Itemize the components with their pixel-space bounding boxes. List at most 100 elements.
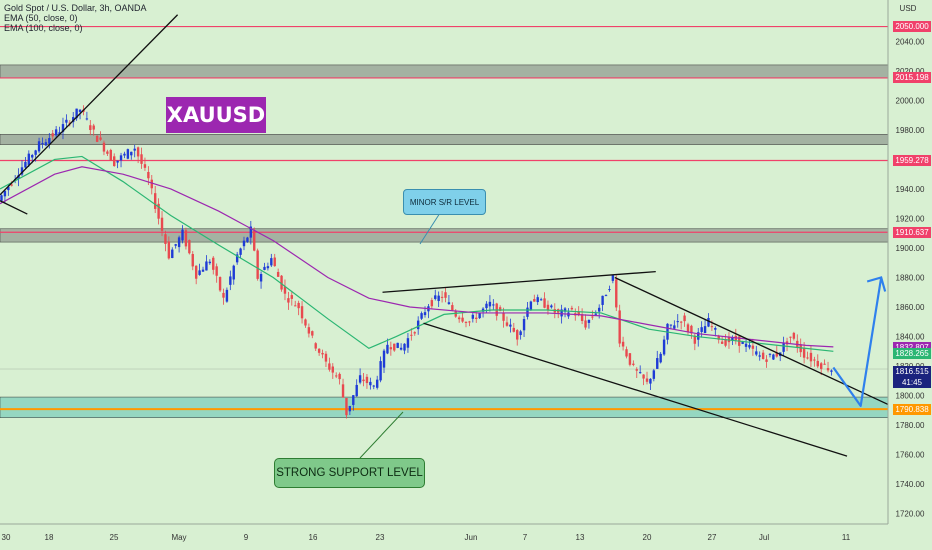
y-tick-label: 1860.00 [896,303,925,312]
candle-body [823,363,826,365]
candle-body [369,381,372,386]
candle-body [174,244,177,246]
candle-body [475,317,478,320]
candle-body [720,341,724,344]
y-tick-label: 1760.00 [896,451,925,460]
candle-body [611,275,615,281]
x-tick-label: 20 [643,533,652,542]
zone-support [0,396,889,418]
candle-body [345,397,348,416]
y-tick-label: 2020.00 [896,67,925,76]
strong-support-callout: STRONG SUPPORT LEVEL [274,458,425,488]
candle-body [307,327,311,334]
candle-body [140,154,143,164]
indicator-price-tag: 1828.265 [893,348,931,360]
candle-body [123,153,126,156]
x-tick-label: May [171,533,186,542]
candle-body [731,337,734,341]
candle-body [294,305,297,307]
candle-body [632,363,635,365]
candle-body [768,353,772,355]
candle-body [48,138,51,144]
bar-countdown-tag: 41:45 [893,376,931,388]
candle-body [78,109,82,112]
candle-body [809,352,813,362]
candle-body [130,151,133,156]
candle-body [741,341,744,344]
candle-body [61,124,65,132]
candle-body [198,270,201,275]
candle-body [7,186,10,191]
candle-body [109,149,112,161]
candle-body [338,373,341,380]
zone-gray [0,64,889,79]
candle-body [27,153,31,166]
candle-body [10,184,13,186]
candle-body [621,341,625,347]
candle-body [147,171,150,179]
trendline-initial-down [0,200,28,215]
candle-body [253,230,256,251]
candle-body [516,330,519,340]
x-tick-label: 18 [45,533,54,542]
candle-body [324,353,328,362]
candle-body [58,132,61,135]
candle-body [724,339,727,346]
y-tick-label: 1740.00 [896,480,925,489]
candles-layer [0,105,833,419]
price-axis-panel[interactable] [888,0,932,524]
candle-body [191,254,194,267]
candle-body [348,406,352,412]
candle-body [457,317,461,320]
legend-ema100: EMA (100, close, 0) [4,23,83,33]
candle-body [235,254,239,263]
candle-body [816,360,819,367]
candle-body [164,234,167,244]
candle-body [379,361,382,381]
candle-body [24,161,27,168]
candle-body [782,342,785,352]
candle-body [399,347,403,350]
chart-legend: Gold Spot / U.S. Dollar, 3h, OANDA EMA (… [4,3,147,33]
level-price-tag: 2015.198 [893,72,931,84]
candle-body [755,351,758,355]
candle-body [249,226,253,238]
candle-body [280,275,283,290]
candle-body [331,366,334,373]
x-tick-label: 25 [110,533,119,542]
ema50-line [0,155,834,352]
candle-body [75,108,78,119]
candle-body [526,307,529,317]
candle-body [434,295,437,299]
trendline-descending-resistance [614,276,889,406]
candle-body [314,343,317,349]
candle-body [311,331,314,336]
level-price-tag: 1959.278 [893,154,931,166]
x-tick-label: 9 [244,533,249,542]
candle-body [413,332,416,334]
minor-sr-callout: MINOR S/R LEVEL [403,189,486,215]
candle-body [669,324,673,326]
y-tick-label: 1880.00 [896,273,925,282]
candle-body [451,305,454,311]
candle-body [65,119,68,123]
y-tick-label: 1800.00 [896,392,925,401]
candle-body [393,343,396,351]
candle-body [751,345,755,349]
y-tick-label: 1940.00 [896,185,925,194]
candle-body [113,156,116,167]
trendline-upper-channel [382,270,656,293]
candle-body [194,265,198,279]
candle-body [410,334,413,336]
candle-body [126,149,130,159]
candle-body [44,142,48,146]
candle-body [317,348,321,353]
candle-body [481,308,485,312]
candle-body [133,148,136,151]
candle-body [201,269,205,272]
trendline-lower-channel [423,322,848,457]
candle-body [396,342,399,348]
zone-gray [0,228,889,243]
candle-body [686,324,690,332]
